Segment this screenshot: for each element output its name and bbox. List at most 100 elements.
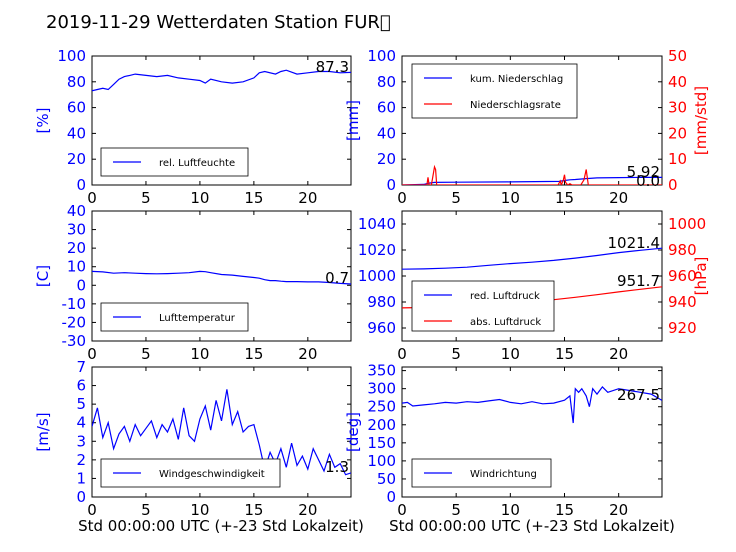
x-tick-label: 15 (244, 345, 263, 363)
last-value-label: 5.92 (627, 163, 660, 181)
y-tick-label: 60 (377, 99, 396, 117)
axes-frame (91, 55, 352, 186)
y2-tick-label: 20 (668, 124, 687, 142)
x-tick-label: 0 (397, 189, 407, 207)
x-tick-label: 15 (555, 189, 574, 207)
y-tick-label: 200 (367, 416, 396, 434)
legend: rel. Luftfeuchte (100, 147, 249, 177)
y-tick-label: 80 (67, 73, 86, 91)
x-tick-label: 0 (397, 345, 407, 363)
legend-box (411, 63, 578, 119)
panel-temperature: 0 5 10 15 20-30-20-10010203040[C]Lufttempera… (34, 202, 352, 363)
last-value-label: 0.7 (325, 269, 349, 287)
y2-axis-label: [mm/std] (692, 86, 710, 155)
last-value-label-2: 0.0 (636, 172, 660, 190)
y-tick-label: 0 (76, 176, 86, 194)
panel-pressure: 0 5 10 15 20 960 980 1000 1020 1040 920 940 960 980 10… (358, 210, 710, 363)
legend-box (100, 302, 249, 332)
legend: red. Luftdruck abs. Luftdruck (411, 280, 555, 332)
y2-axis-label: [hPa] (692, 257, 710, 296)
legend: Windrichtung (411, 458, 552, 488)
x-tick-label: 10 (190, 189, 209, 207)
x-tick-label: 5 (451, 189, 461, 207)
y-tick-label: 50 (377, 470, 396, 488)
y-tick-label: 100 (367, 47, 396, 65)
x-tick-label: 20 (609, 501, 628, 519)
y-tick-label: 30 (67, 221, 86, 239)
x-tick-label: 5 (141, 345, 151, 363)
series-line (92, 69, 351, 92)
y-tick-label: 40 (67, 202, 86, 220)
y-tick-label: 40 (67, 124, 86, 142)
legend-label: red. Luftdruck (470, 291, 540, 302)
y-tick-label: 960 (367, 319, 396, 337)
y-tick-label: 60 (67, 99, 86, 117)
y2-tick-label: 30 (668, 99, 687, 117)
y-tick-label: 2 (76, 451, 86, 469)
legend-label: abs. Luftdruck (470, 317, 541, 328)
panel-winddir: 0 5 10 15 20050100150200250300350[deg]Windri… (344, 362, 663, 519)
y-tick-label: 0 (76, 488, 86, 506)
series-line (92, 270, 351, 285)
last-value-label: 87.3 (316, 58, 349, 76)
x-tick-label: 10 (501, 501, 520, 519)
panel-windspeed: 0 5 10 15 2001234567[m/s]Windgeschwindigkeit… (34, 358, 352, 519)
legend-label: rel. Luftfeuchte (159, 158, 235, 169)
x-tick-label: 15 (555, 501, 574, 519)
x-tick-label: 15 (555, 345, 574, 363)
y2-tick-label: 960 (668, 267, 697, 285)
y-tick-label: 100 (367, 452, 396, 470)
x-tick-label: 20 (298, 501, 317, 519)
y-tick-label: 350 (367, 362, 396, 380)
x-axis-label-right: Std 00:00:00 UTC (+-23 Std Lokalzeit) (389, 517, 675, 535)
y-tick-label: -10 (62, 295, 87, 313)
x-tick-label: 15 (244, 501, 263, 519)
y-axis-label: [C] (34, 265, 52, 287)
x-tick-label: 5 (451, 501, 461, 519)
y-tick-label: 980 (367, 293, 396, 311)
legend-label: Windrichtung (470, 469, 537, 480)
x-tick-label: 5 (451, 345, 461, 363)
y2-tick-label: 0 (668, 176, 678, 194)
y-tick-label: 80 (377, 73, 396, 91)
legend-label: Lufttemperatur (159, 313, 236, 324)
y-tick-label: -30 (62, 332, 87, 350)
y-tick-label: 7 (76, 358, 86, 376)
legend: Windgeschwindigkeit (100, 458, 281, 488)
y-tick-label: 1040 (358, 215, 396, 233)
y-tick-label: 20 (377, 150, 396, 168)
y-axis-label: [deg] (344, 412, 362, 452)
y-tick-label: 20 (67, 150, 86, 168)
series-line (402, 247, 662, 270)
y-tick-label: 3 (76, 432, 86, 450)
y-tick-label: 0 (386, 488, 396, 506)
y-tick-label: 150 (367, 434, 396, 452)
x-axis-label-left: Std 00:00:00 UTC (+-23 Std Lokalzeit) (78, 517, 364, 535)
x-tick-label: 20 (298, 345, 317, 363)
x-tick-label: 0 (397, 501, 407, 519)
panel-humidity: 0 5 10 15 20 0 20 40 60 80 100 [%] rel. Luftfeuchte 8… (34, 47, 352, 207)
x-tick-label: 10 (190, 345, 209, 363)
series-line (402, 164, 662, 185)
y-tick-label: 100 (57, 47, 86, 65)
axes-frame (91, 210, 352, 342)
legend-box (411, 280, 555, 332)
y2-tick-label: 50 (668, 47, 687, 65)
y-tick-label: 1020 (358, 241, 396, 259)
last-value-label: 1021.4 (608, 234, 661, 252)
legend-label: Windgeschwindigkeit (159, 469, 265, 480)
y2-tick-label: 10 (668, 150, 687, 168)
last-value-label-2: 951.7 (617, 272, 660, 290)
series-line (92, 389, 351, 476)
legend: kum. Niederschlag Niederschlagsrate (411, 63, 578, 119)
legend-label: kum. Niederschlag (470, 74, 563, 85)
last-value-label: 1.3 (325, 458, 349, 476)
y2-tick-label: 40 (668, 73, 687, 91)
figure-title: 2019-11-29 Wetterdaten Station FUR  (46, 12, 391, 33)
y-tick-label: 1000 (358, 267, 396, 285)
x-tick-label: 20 (609, 345, 628, 363)
series-line (402, 176, 662, 185)
x-tick-label: 10 (190, 501, 209, 519)
